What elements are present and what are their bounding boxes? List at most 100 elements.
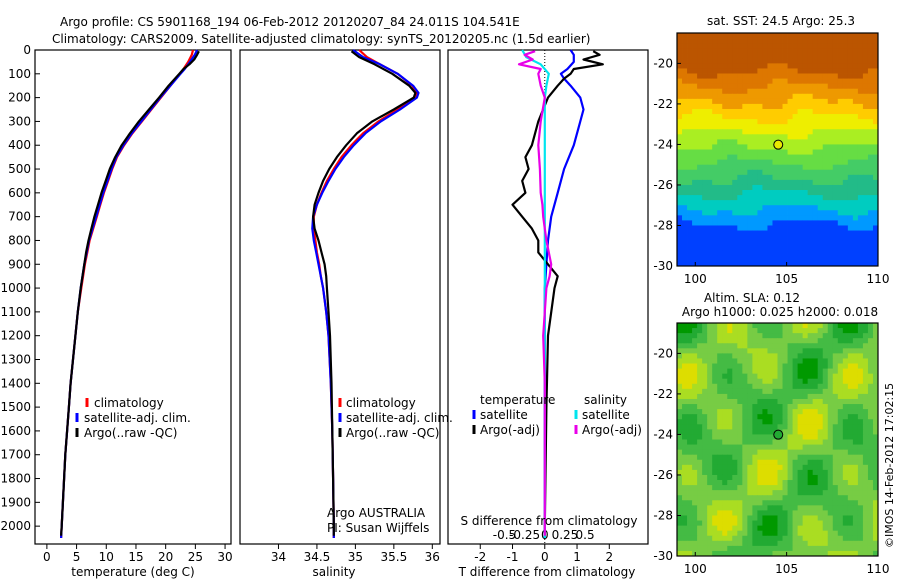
heatmap-cell (712, 103, 718, 110)
heatmap-cell (857, 323, 864, 329)
heatmap-cell (702, 149, 708, 155)
heatmap-cell (812, 169, 819, 176)
heatmap-cell (837, 363, 844, 369)
heatmap-cell (867, 510, 874, 516)
heatmap-cell (832, 103, 839, 110)
heatmap-cell (732, 333, 738, 339)
heatmap-cell (702, 179, 708, 186)
heatmap-cell (757, 333, 763, 339)
heatmap-cell (872, 139, 879, 145)
heatmap-cell (802, 73, 809, 79)
heatmap-cell (687, 388, 693, 395)
heatmap-cell (702, 515, 708, 521)
heatmap-cell (847, 119, 854, 125)
heatmap-cell (682, 520, 688, 527)
heatmap-cell (837, 480, 844, 486)
heatmap-cell (822, 510, 829, 516)
heatmap-cell (707, 464, 713, 471)
heatmap-cell (817, 134, 824, 140)
heatmap-cell (822, 429, 829, 435)
heatmap-cell (747, 159, 753, 166)
sla-map: Altim. SLA: 0.12 Argo h1000: 0.025 h2000… (653, 291, 889, 576)
heatmap-cell (837, 348, 844, 354)
heatmap-cell (712, 323, 718, 329)
heatmap-cell (792, 103, 799, 110)
heatmap-cell (872, 328, 879, 334)
heatmap-cell (852, 63, 859, 69)
heatmap-cell (827, 378, 834, 385)
heatmap-cell (767, 409, 773, 415)
heatmap-cell (827, 58, 834, 64)
heatmap-cell (827, 525, 834, 532)
heatmap-cell (847, 348, 854, 354)
heatmap-cell (762, 383, 768, 390)
heatmap-cell (857, 480, 864, 486)
heatmap-cell (867, 149, 874, 155)
heatmap-cell (777, 409, 783, 415)
heatmap-cell (817, 93, 824, 100)
heatmap-cell (702, 393, 708, 400)
heatmap-cell (812, 368, 819, 375)
heatmap-cell (692, 48, 698, 54)
heatmap-cell (792, 393, 799, 400)
heatmap-cell (732, 103, 738, 110)
heatmap-cell (702, 333, 708, 339)
heatmap-cell (807, 338, 814, 344)
heatmap-cell (862, 434, 869, 440)
heatmap-cell (692, 98, 698, 105)
heatmap-cell (842, 139, 849, 145)
heatmap-cell (832, 169, 839, 176)
heatmap-cell (742, 525, 748, 532)
heatmap-cell (677, 434, 683, 440)
heatmap-cell (857, 103, 864, 110)
heatmap-cell (792, 43, 799, 49)
heatmap-cell (687, 245, 693, 252)
heatmap-cell (677, 348, 683, 354)
heatmap-cell (787, 83, 793, 90)
heatmap-cell (692, 363, 698, 369)
heatmap-cell (767, 88, 773, 95)
heatmap-cell (727, 220, 733, 226)
heatmap-cell (747, 348, 753, 354)
heatmap-cell (872, 205, 879, 211)
heatmap-cell (787, 58, 793, 64)
heatmap-cell (827, 358, 834, 364)
heatmap-cell (767, 439, 773, 445)
heatmap-cell (807, 530, 814, 537)
heatmap-cell (767, 530, 773, 537)
heatmap-cell (852, 419, 859, 425)
heatmap-cell (697, 363, 703, 369)
heatmap-cell (702, 139, 708, 145)
heatmap-cell (692, 159, 698, 166)
heatmap-cell (727, 520, 733, 527)
heatmap-cell (822, 480, 829, 486)
heatmap-cell (852, 73, 859, 79)
heatmap-cell (752, 114, 758, 120)
heatmap-cell (697, 240, 703, 247)
heatmap-cell (832, 129, 839, 135)
heatmap-cell (677, 500, 683, 506)
heatmap-cell (847, 510, 854, 516)
heatmap-cell (822, 68, 829, 74)
heatmap-cell (832, 255, 839, 262)
heatmap-cell (787, 53, 793, 59)
heatmap-cell (722, 338, 728, 344)
heatmap-cell (817, 510, 824, 516)
depth-axis: 0100200300400500600700800900100011001200… (0, 43, 40, 533)
heatmap-cell (857, 129, 864, 135)
heatmap-cell (712, 409, 718, 415)
heatmap-cell (767, 114, 773, 120)
heatmap-cell (822, 63, 829, 69)
heatmap-cell (757, 388, 763, 395)
series-line-argo-raw-qc- (312, 50, 417, 536)
heatmap-cell (817, 520, 824, 527)
heatmap-cell (872, 323, 879, 329)
heatmap-cell (737, 500, 743, 506)
heatmap-cell (707, 343, 713, 349)
heatmap-cell (817, 404, 824, 410)
heatmap-cell (677, 485, 683, 491)
heatmap-cell (712, 439, 718, 445)
heatmap-cell (732, 383, 738, 390)
heatmap-cell (867, 388, 874, 395)
heatmap-cell (872, 83, 879, 90)
